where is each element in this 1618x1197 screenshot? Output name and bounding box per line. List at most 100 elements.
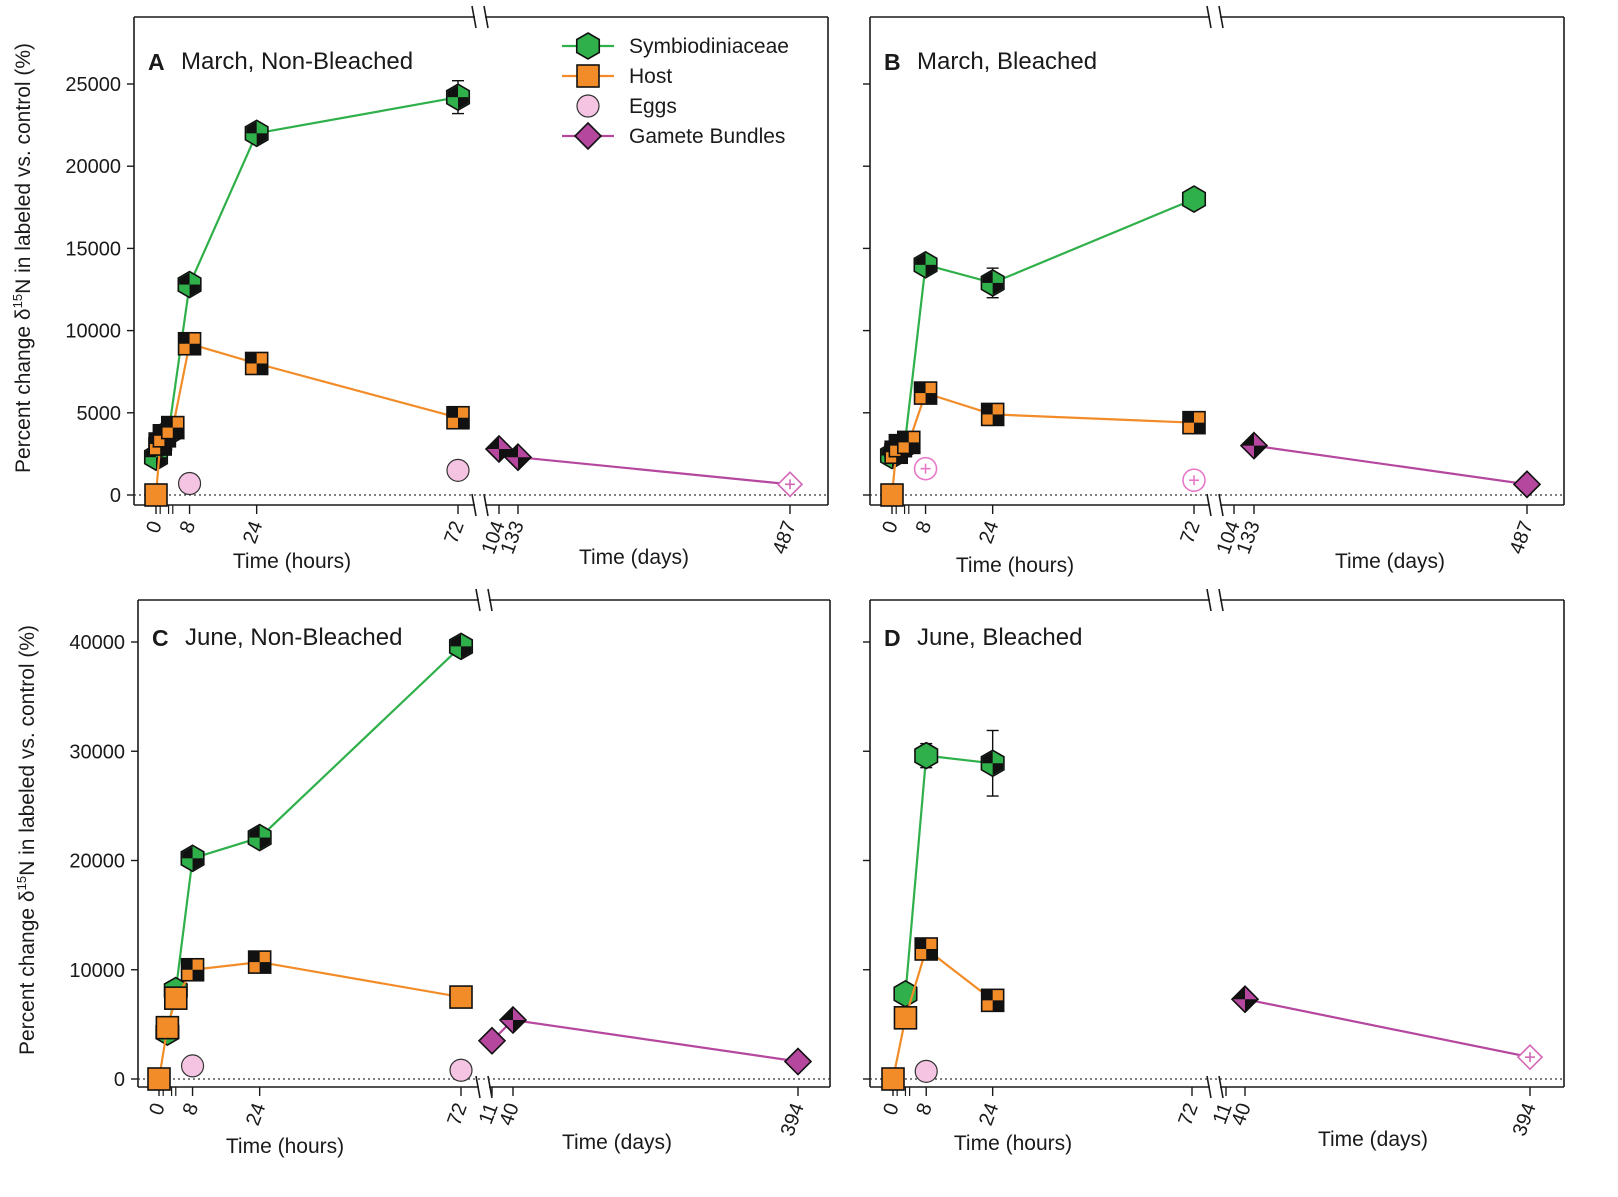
data-point-symbio (244, 119, 269, 148)
marker-quadrant (897, 431, 909, 443)
x-axis-label-days: Time (days) (562, 1131, 672, 1154)
panel-title: March, Bleached (917, 48, 1097, 75)
y-axis-label-suffix: N in labeled vs. control (%) (16, 625, 39, 876)
marker-quadrant (259, 962, 271, 974)
x-axis-label-days: Time (days) (579, 546, 689, 569)
marker-quadrant (249, 825, 260, 838)
y-tick-label: 0 (114, 1069, 125, 1091)
data-point-host (913, 381, 938, 405)
marker-dark (915, 252, 936, 277)
y-axis-label: Percent change δ15N in labeled vs. contr… (14, 625, 39, 1055)
y-tick-label: 30000 (69, 741, 125, 763)
axis-break-mark (1206, 588, 1212, 612)
data-point-symbio (914, 741, 939, 770)
marker-quadrant (505, 444, 518, 458)
marker-quadrant (925, 264, 936, 277)
series-line-host (890, 391, 1195, 496)
marker-quadrant (172, 427, 184, 439)
axis-break-mark (1218, 5, 1224, 29)
series-line-gamete (491, 1018, 799, 1063)
series-line-symbio (166, 645, 462, 1033)
data-point-symbio (247, 823, 272, 852)
data-point-host (880, 483, 904, 507)
data-point-eggs (446, 458, 470, 482)
marker-dark (249, 825, 271, 850)
legend-label: Host (629, 65, 672, 88)
x-axis-label-hours: Time (hours) (233, 550, 351, 573)
x-axis-label-hours: Time (hours) (954, 1132, 1072, 1155)
marker-quadrant (153, 424, 165, 436)
x-tick-label-hours: 24 (239, 518, 267, 546)
series-line-gamete (1253, 444, 1528, 486)
y-tick-label: 10000 (69, 960, 125, 982)
marker-dark (246, 121, 268, 146)
axis-break-mark (1218, 493, 1224, 517)
marker-quadrant (259, 837, 271, 850)
axis-break-mark (483, 5, 489, 29)
data-point-host (446, 405, 470, 430)
data-point-gamete (1239, 431, 1269, 460)
marker-dark (450, 634, 472, 659)
panel-letter: B (884, 49, 901, 75)
marker-quadrant (182, 846, 193, 859)
marker-quadrant (981, 989, 993, 1001)
marker-quadrant (447, 85, 458, 98)
marker-quadrant (447, 406, 458, 418)
axis-break-mark (487, 588, 493, 612)
marker-quadrant (981, 403, 993, 415)
series-line-host (891, 947, 994, 1080)
marker-quadrant (926, 948, 938, 960)
diamond-shape (477, 1026, 507, 1055)
y-tick-label: 40000 (69, 632, 125, 654)
legend-label: Gamete Bundles (629, 125, 785, 148)
marker-quadrant (1194, 422, 1205, 434)
x-tick-label-hours: 72 (1176, 518, 1204, 546)
data-point-gamete (477, 1026, 507, 1055)
data-point-eggs (914, 1059, 938, 1083)
circle-shape (180, 1054, 205, 1078)
x-tick-label-hours: 0 (142, 518, 166, 536)
x-axis-label-hours: Time (hours) (226, 1135, 344, 1158)
axis-break-mark (483, 493, 489, 517)
marker-quadrant (248, 951, 260, 963)
marker-quadrant (1232, 986, 1245, 1000)
x-tick-label-days: 394 (1509, 1100, 1541, 1139)
data-point-symbio (980, 749, 1005, 778)
hexagon-shape (575, 32, 601, 60)
data-point-host (160, 415, 185, 440)
hexagon-shape (914, 741, 939, 770)
marker-quadrant (925, 393, 937, 405)
series-line-symbio (154, 96, 459, 458)
y-axis-label-sup: 15 (14, 876, 29, 890)
square-shape (449, 985, 473, 1009)
circle-shape (914, 1059, 938, 1083)
data-point-gamete (1516, 1044, 1544, 1071)
square-shape (144, 483, 168, 507)
x-tick-label-hours: 24 (975, 1100, 1003, 1128)
marker-dark (447, 85, 469, 110)
series-line-gamete (1244, 998, 1531, 1059)
data-point-host (177, 331, 202, 356)
y-tick-label: 10000 (65, 321, 121, 343)
marker-dark (982, 270, 1004, 295)
axis-break-mark (1218, 588, 1224, 612)
data-point-eggs (913, 456, 938, 481)
x-tick-label-days: 394 (777, 1100, 809, 1139)
data-point-gamete (1512, 470, 1542, 499)
data-point-symbio (913, 250, 938, 279)
marker-quadrant (915, 252, 926, 265)
data-point-eggs (177, 471, 202, 496)
marker-quadrant (896, 452, 908, 464)
data-point-host (163, 986, 188, 1010)
marker-quadrant (256, 133, 268, 146)
y-tick-label: 20000 (65, 156, 121, 178)
x-tick-label-hours: 24 (975, 518, 1003, 546)
marker-quadrant (908, 442, 920, 454)
y-tick-label: 25000 (65, 74, 121, 96)
axis-break-mark (1206, 1075, 1212, 1099)
marker-quadrant (160, 444, 172, 456)
panel-title: June, Bleached (917, 624, 1082, 651)
